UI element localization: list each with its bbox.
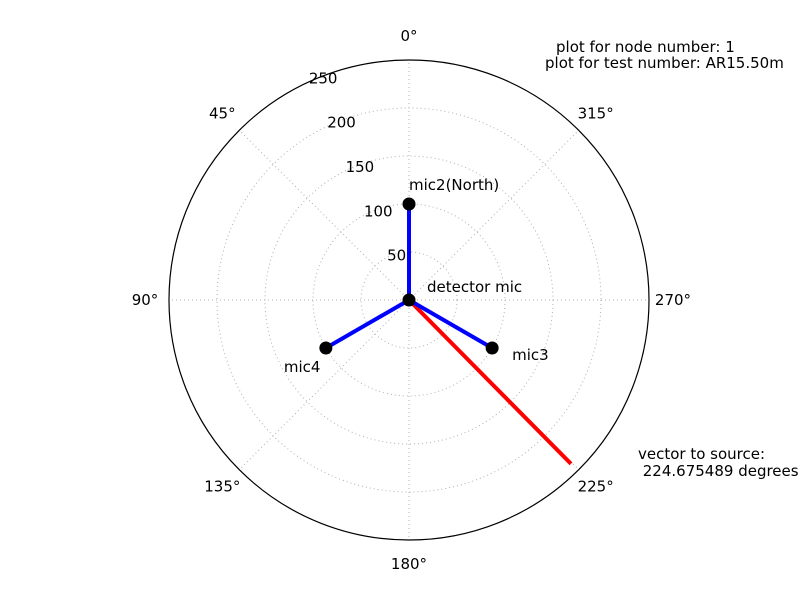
mic-label: mic3 bbox=[512, 346, 549, 364]
angle-tick-label: 270° bbox=[655, 291, 691, 309]
angle-tick-label: 45° bbox=[209, 104, 236, 122]
radius-gridline bbox=[264, 155, 554, 445]
data-layer bbox=[319, 197, 573, 466]
radius-tick-label: 250 bbox=[309, 69, 338, 87]
radius-tick-label: 50 bbox=[387, 247, 406, 265]
node-number-annotation: plot for node number: 1 bbox=[556, 38, 735, 56]
angle-tick-label: 315° bbox=[578, 104, 614, 122]
radius-gridline bbox=[216, 107, 602, 493]
angle-tick-label: 225° bbox=[578, 478, 614, 496]
mic-marker bbox=[402, 197, 416, 211]
mic-marker bbox=[402, 293, 416, 307]
angle-gridline bbox=[238, 299, 410, 471]
test-number-annotation: plot for test number: AR15.50m bbox=[545, 54, 784, 72]
mic-line bbox=[324, 298, 411, 350]
vector-to-source-degrees: 224.675489 degrees bbox=[638, 462, 799, 480]
angle-gridline bbox=[238, 129, 410, 301]
polar-frame bbox=[168, 59, 650, 541]
radius-tick-label: 100 bbox=[364, 202, 393, 220]
angle-tick-label: 135° bbox=[204, 478, 240, 496]
mic-line bbox=[407, 298, 494, 350]
radius-tick-label: 150 bbox=[346, 158, 375, 176]
source-vector-line bbox=[407, 298, 573, 466]
radius-tick-label: 200 bbox=[327, 114, 356, 132]
mic-label: detector mic bbox=[427, 278, 522, 296]
radius-gridline bbox=[312, 203, 506, 397]
mic-marker bbox=[319, 341, 333, 355]
radius-gridline bbox=[360, 251, 458, 349]
mic-label: mic2(North) bbox=[409, 176, 499, 194]
angle-tick-label: 0° bbox=[400, 27, 417, 45]
angle-tick-label: 180° bbox=[391, 555, 427, 573]
mic-label: mic4 bbox=[284, 358, 321, 376]
mic-marker bbox=[485, 341, 499, 355]
label-layer: 0° 45° 90° 135° 180° 225° 270° 315° 50 100 150 200 2… bbox=[132, 27, 691, 573]
angle-gridline bbox=[408, 129, 580, 301]
vector-to-source-label: vector to source: bbox=[638, 445, 765, 463]
angle-tick-label: 90° bbox=[132, 291, 159, 309]
